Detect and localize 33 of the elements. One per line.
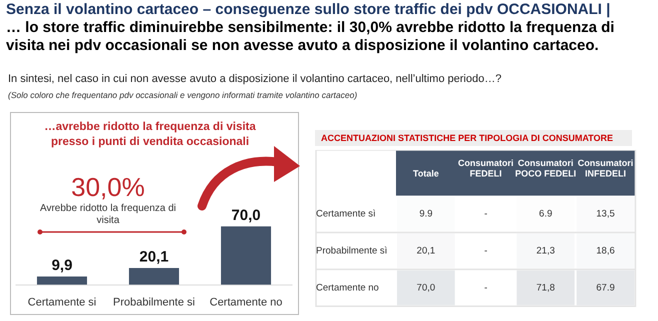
data-label: 67.9 [596,282,615,294]
y-tick-label: Certamente no [316,282,379,294]
x-tick-label: Totale [413,168,439,179]
y-tick-label: Certamente sì [316,208,376,220]
data-label: 20,1 [139,248,169,266]
text: - [484,208,488,220]
text: (Solo coloro che frequentano pdv occasionali e vengono informati tramite volantino cartaceo) [8,90,358,100]
data-label: 71,8 [536,282,555,294]
data-label: 13,5 [596,208,615,220]
text: Avrebbe ridotto la frequenza di visita [38,203,177,227]
x-tick-label: Probabilmente si [113,296,195,308]
text: - [484,282,488,294]
x-tick-label: Consumatori INFEDELI [578,158,634,179]
chart-title: ACCENTUAZIONI STATISTICHE PER TIPOLOGIA DI CONSUMATORE [315,130,632,146]
chart-title: Senza il volantino cartaceo – conseguenze sullo store traffic dei pdv OCCASIONALI | [6,1,610,18]
data-label: 18,6 [596,246,615,257]
x-tick-label: Certamente si [28,296,96,308]
data-label: 20,1 [416,246,436,257]
text: 30,0% [70,172,146,203]
y-tick-label: Probabilmente sì [316,246,388,257]
text: …avrebbe ridotto la frequenza di visita presso i punti di vendita occasionali [43,120,257,150]
data-label: 70,0 [231,206,261,224]
x-tick-label: Certamente no [210,296,282,308]
data-label: 21,3 [536,246,555,257]
data-label: 9.9 [419,208,433,220]
text: In sintesi, nel caso in cui non avesse avuto a disposizione il volantino cartaceo, nell’ultimo periodo…? [8,73,502,85]
data-label: 9,9 [52,257,72,274]
text: - [484,246,488,257]
data-label: 70,0 [416,282,436,294]
x-tick-label: Consumatori POCO FEDELI [515,158,576,179]
data-label: 6.9 [539,208,552,220]
chart-subtitle: … lo store traffic diminuirebbe sensibilmente: il 30,0% avrebbe ridotto la frequenza di visita nei pdv occasionali se non avesse avuto a disposizione il volantino cartaceo. [6,19,616,55]
x-tick-label: Consumatori FEDELI [458,158,514,179]
